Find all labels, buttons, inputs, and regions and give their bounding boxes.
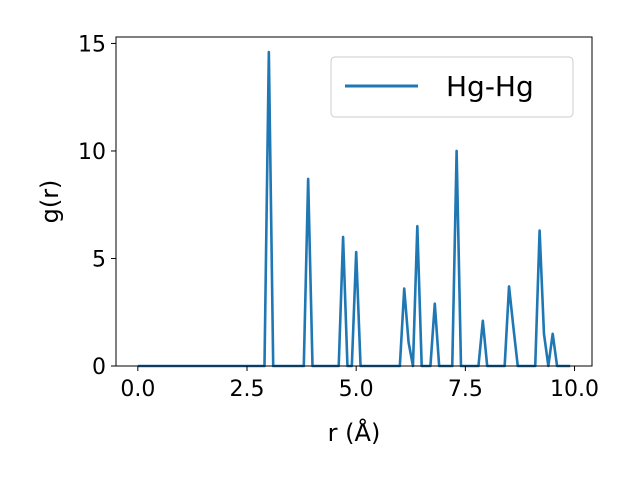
y-tick-label: 0 <box>92 355 106 380</box>
x-tick-label: 5.0 <box>339 377 374 402</box>
legend-entry: Hg-Hg <box>446 70 534 103</box>
legend-box <box>330 56 574 118</box>
legend: Hg-Hg <box>330 56 574 118</box>
x-tick-label: 0.0 <box>120 377 155 402</box>
y-axis-label: g(r) <box>36 180 64 224</box>
y-tick-label: 15 <box>78 32 106 57</box>
axes-frame <box>115 36 593 367</box>
y-tick-label: 5 <box>92 247 106 272</box>
x-tick-label: 7.5 <box>448 377 483 402</box>
x-tick-label: 10.0 <box>550 377 599 402</box>
y-tick-label: 10 <box>78 140 106 165</box>
y-axis: 0 5 10 15 <box>78 32 116 380</box>
x-axis: 0.0 2.5 5.0 7.5 10.0 <box>120 366 599 402</box>
x-tick-label: 2.5 <box>230 377 265 402</box>
x-axis-label: r (Å) <box>328 418 381 447</box>
